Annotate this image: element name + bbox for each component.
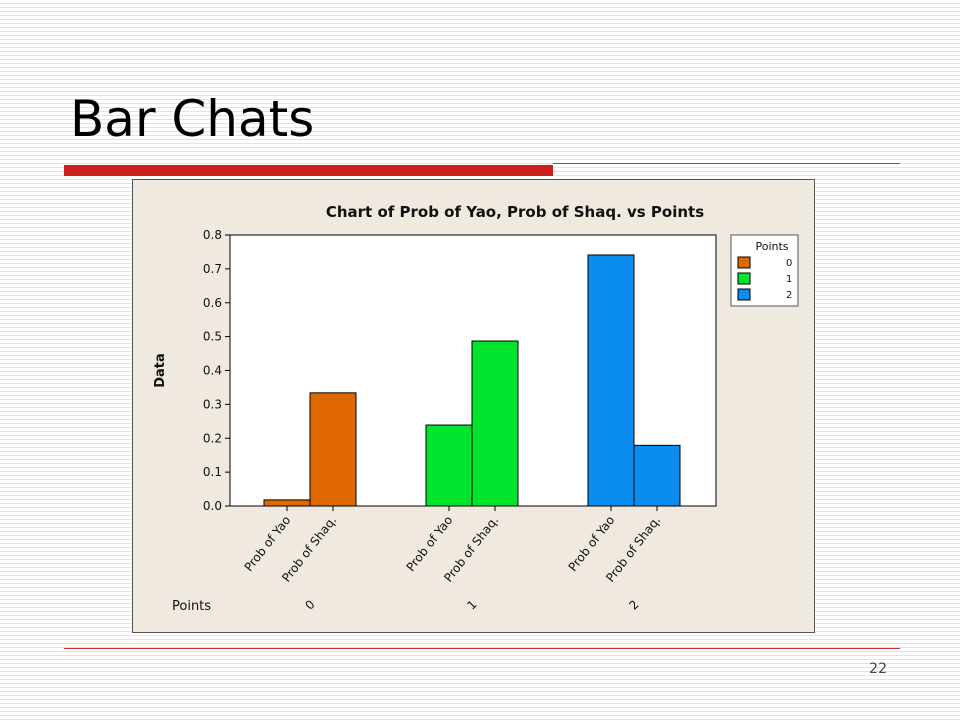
chart-frame: Chart of Prob of Yao, Prob of Shaq. vs P… [132, 179, 815, 633]
y-tick-label: 0.7 [203, 262, 222, 276]
legend-title: Points [755, 240, 788, 253]
slide-title: Bar Chats [70, 90, 315, 148]
footer-rule-line [64, 648, 900, 649]
legend-label: 2 [786, 290, 792, 301]
bar [471, 340, 519, 507]
y-tick-label: 0.4 [203, 364, 222, 378]
y-tick-label: 0.3 [203, 397, 222, 411]
title-rule-line [553, 163, 900, 164]
bar [633, 444, 681, 507]
bar [425, 424, 473, 507]
x-axis-label: Points [172, 599, 211, 614]
legend-swatch [737, 288, 751, 301]
y-tick-label: 0.2 [203, 431, 222, 445]
legend-label: 0 [786, 258, 792, 269]
bar [263, 499, 311, 507]
chart-title: Chart of Prob of Yao, Prob of Shaq. vs P… [326, 203, 704, 221]
title-underline-bar [64, 165, 553, 176]
y-tick-label: 0.8 [203, 228, 222, 242]
y-tick-label: 0.6 [203, 296, 222, 310]
legend-swatch [737, 256, 751, 269]
legend-swatch [737, 272, 751, 285]
bar-chart: Chart of Prob of Yao, Prob of Shaq. vs P… [132, 179, 815, 633]
y-tick-label: 0.5 [203, 330, 222, 344]
legend-label: 1 [786, 274, 792, 285]
y-axis-label: Data [153, 353, 168, 388]
y-tick-label: 0.0 [203, 499, 222, 513]
slide-number: 22 [869, 661, 887, 677]
bar [587, 254, 635, 507]
bar [309, 392, 357, 507]
y-tick-label: 0.1 [203, 465, 222, 479]
